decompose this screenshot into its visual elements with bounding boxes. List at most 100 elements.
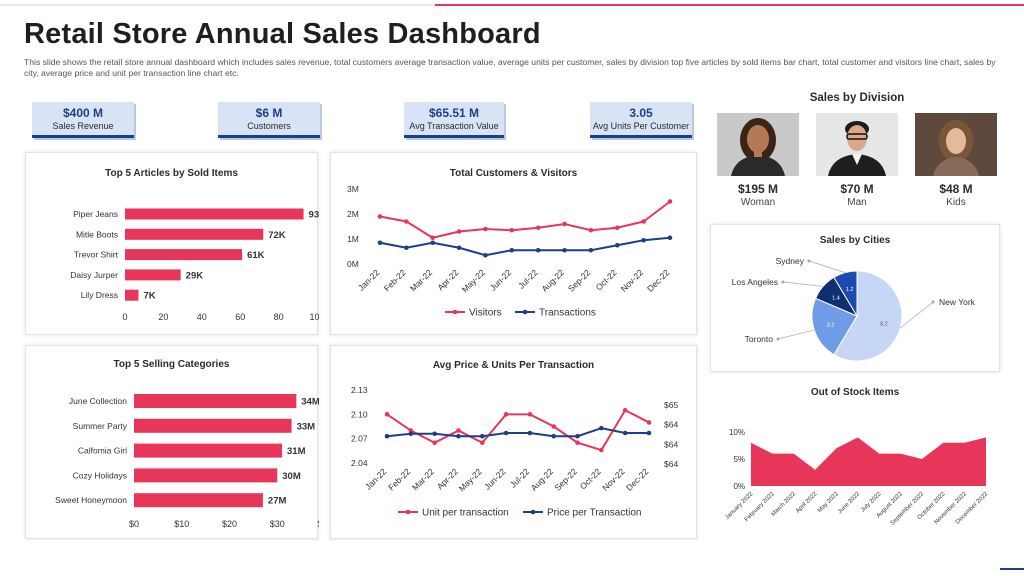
kpi-avg-units: 3.05 Avg Units Per Customer [590,102,692,138]
bar [125,228,264,240]
slice-value: 3.2 [827,323,835,329]
kpi-sales-revenue: $400 M Sales Revenue [32,102,134,138]
category-label: Piper Jeans [73,209,118,219]
sales-by-division-title: Sales by Division [809,92,905,104]
category-label: June Collection [69,396,127,406]
kpi-value: $6 M [255,106,283,120]
bar [134,493,263,508]
x-tick-label: Jul-22 [516,267,540,291]
data-point [551,424,557,429]
leader-dot [807,259,811,263]
bar [125,289,139,301]
legend-marker [452,309,458,315]
data-label: 34M [301,397,319,408]
data-point [575,440,580,446]
y-tick-label: 0M [347,259,359,269]
category-label: Daisy Jurper [70,270,118,280]
data-point [562,247,567,253]
panel-avg-price: Avg Price & Units Per Transaction 2.04 2.… [330,345,697,539]
data-label: 29K [186,270,204,281]
page-title: Retail Store Annual Sales Dashboard [24,18,541,50]
data-point [641,219,646,224]
slice-label: Toronto [745,334,774,344]
data-label: 33M [297,421,316,432]
leader-line [808,260,846,273]
data-label: 61K [247,250,265,261]
slice-value: 8.2 [880,321,888,327]
top-accent-line [435,4,1024,6]
data-point [456,433,461,439]
data-label: 93K [309,210,319,221]
x-tick-label: Oct-22 [578,466,603,491]
division-value: $195 M [737,182,779,196]
leader-line [777,329,815,340]
x-tick-label: Aug-22 [539,267,566,294]
y-tick-label: 2.13 [351,385,368,395]
x-tick-label: 40 [197,312,207,322]
series-line [379,236,671,257]
data-point [535,247,541,253]
series-line [386,408,650,452]
kpi-customers: $6 M Customers [218,102,320,138]
pie-slice [811,297,858,356]
x-tick-label: June 2022 [837,491,862,516]
x-tick-label: Mar-22 [408,267,434,293]
data-point [483,226,488,232]
top-divider [0,4,1024,6]
data-point [483,252,488,258]
x-tick-label: Aug-22 [529,466,556,493]
kpi-value: 3.05 [629,106,653,120]
x-tick-label: Oct-22 [594,267,619,292]
slice-value: 1.2 [846,287,854,293]
x-tick-label: 0 [122,312,127,322]
panel-top-categories: Top 5 Selling Categories June Collection… [25,345,319,539]
data-point [404,219,409,224]
category-label: Sweet Honeymoon [55,495,127,505]
series-line [386,427,649,438]
panel-customers-visitors: Total Customers & Visitors 0M 1M 2M 3M Jan-2… [330,152,697,335]
legend-marker [530,509,536,515]
data-point [503,412,509,417]
legend-label: Unit per transaction [422,508,509,519]
kpi-label: Avg Transaction Value [409,121,499,131]
data-point [527,430,533,436]
data-point [614,242,620,248]
data-point [377,214,383,219]
y-right-tick-label: $64 [664,459,678,469]
y-tick-label: 5% [733,455,745,464]
data-point [404,245,409,251]
top-articles-chart: Piper Jeans 93K Mitle Boots 72K Trevor Shirt… [70,208,319,322]
division-label: Woman [740,197,776,208]
y-tick-label: 2.10 [351,409,368,419]
panel-sales-by-cities: Sales by Cities 8.2 New York 3.2 Toronto 1.4… [710,224,1000,372]
division-woman: $195 M Woman [717,113,799,208]
data-point [667,199,673,204]
legend-label: Visitors [469,308,502,319]
y-tick-label: 2M [347,209,359,219]
x-tick-label: 60 [235,312,245,322]
data-point [430,235,436,241]
sales-by-cities-chart: 8.2 New York 3.2 Toronto 1.4 Los Angeles 1.2 Sy… [732,256,976,362]
x-tick-label: $40 [317,519,319,529]
leader-dot [931,300,935,304]
slice-label: Sydney [776,256,805,266]
category-label: Trevor Shirt [74,250,119,260]
data-point [503,430,509,436]
bar [125,269,181,281]
x-tick-label: Jan-22 [363,466,389,492]
chart-title: Top 5 Articles by Sold Items [105,168,238,179]
x-tick-label: Sep-22 [566,267,593,294]
y-tick-label: 3M [347,184,359,194]
top-categories-chart: June Collection 34M Summer Party 33M Calfomi… [55,394,319,529]
division-label: Kids [946,197,966,208]
kpi-value: $65.51 M [428,106,480,120]
data-point [622,430,628,436]
leader-dot [776,337,780,341]
data-label: 72K [268,230,286,241]
legend-marker [405,509,411,515]
data-point [408,431,414,437]
data-point [377,240,383,246]
data-point [479,433,485,439]
kpi-value: $400 M [62,106,104,120]
